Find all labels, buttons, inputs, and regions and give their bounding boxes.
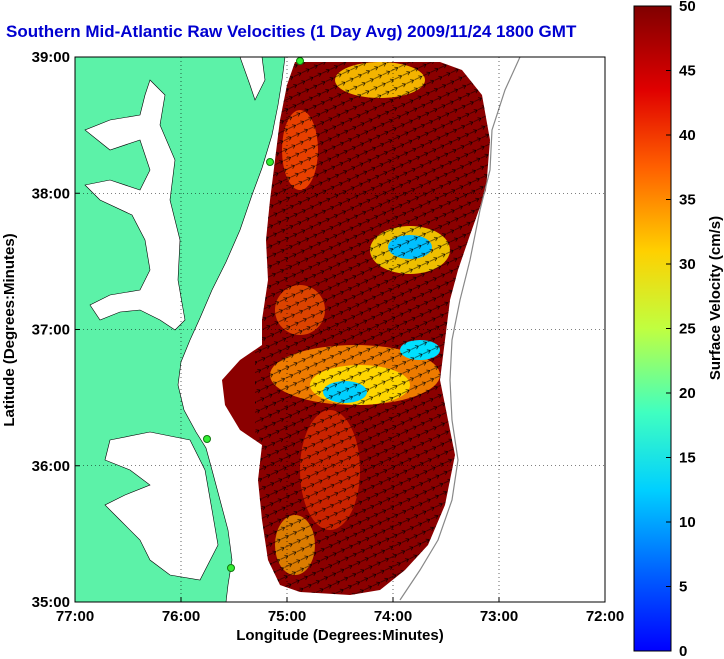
- station-marker: [266, 158, 274, 166]
- x-axis: 77:00 76:00 75:00 74:00 73:00 72:00: [56, 597, 624, 625]
- x-tick-label: 74:00: [374, 608, 412, 625]
- x-tick-label: 75:00: [268, 608, 306, 625]
- colorbar-tick-label: 50: [679, 0, 696, 15]
- x-tick-label: 72:00: [586, 608, 624, 625]
- x-tick-label: 73:00: [480, 608, 518, 625]
- colorbar-tick-label: 40: [679, 127, 696, 144]
- bathymetry-contour: [399, 57, 521, 601]
- y-tick-label: 36:00: [32, 458, 70, 475]
- colorbar-tick-label: 30: [679, 256, 696, 273]
- station-marker: [203, 435, 211, 443]
- colorbar-tick-label: 25: [679, 321, 696, 338]
- colorbar-tick-label: 20: [679, 385, 696, 402]
- colorbar-tick-label: 5: [679, 579, 687, 596]
- chesapeake-bay: [84, 79, 186, 331]
- station-marker: [296, 57, 304, 65]
- colorbar-tick-label: 0: [679, 643, 687, 659]
- y-tick-label: 38:00: [32, 185, 70, 202]
- y-tick-label: 39:00: [32, 49, 70, 66]
- colorbar-tick-label: 10: [679, 514, 696, 531]
- grid-lines: [75, 57, 605, 602]
- y-axis-label: Latitude (Degrees:Minutes): [1, 233, 18, 426]
- map-title: Southern Mid-Atlantic Raw Velocities (1 …: [6, 22, 577, 41]
- colorbar-tick-label: 15: [679, 450, 696, 467]
- x-tick-label: 76:00: [162, 608, 200, 625]
- colorbar-tick-label: 45: [679, 63, 696, 80]
- pamlico-sound: [104, 431, 219, 581]
- station-marker: [227, 564, 235, 572]
- y-axis: 39:00 38:00 37:00 36:00 35:00: [32, 49, 80, 611]
- delaware-bay: [239, 57, 266, 101]
- y-tick-label: 35:00: [32, 594, 70, 611]
- colorbar-label: Surface Velocity (cm/s): [707, 216, 724, 380]
- colorbar: [633, 5, 672, 652]
- y-tick-label: 37:00: [32, 322, 70, 339]
- x-tick-label: 77:00: [56, 608, 94, 625]
- x-axis-label: Longitude (Degrees:Minutes): [236, 627, 444, 644]
- colorbar-tick-label: 35: [679, 192, 696, 209]
